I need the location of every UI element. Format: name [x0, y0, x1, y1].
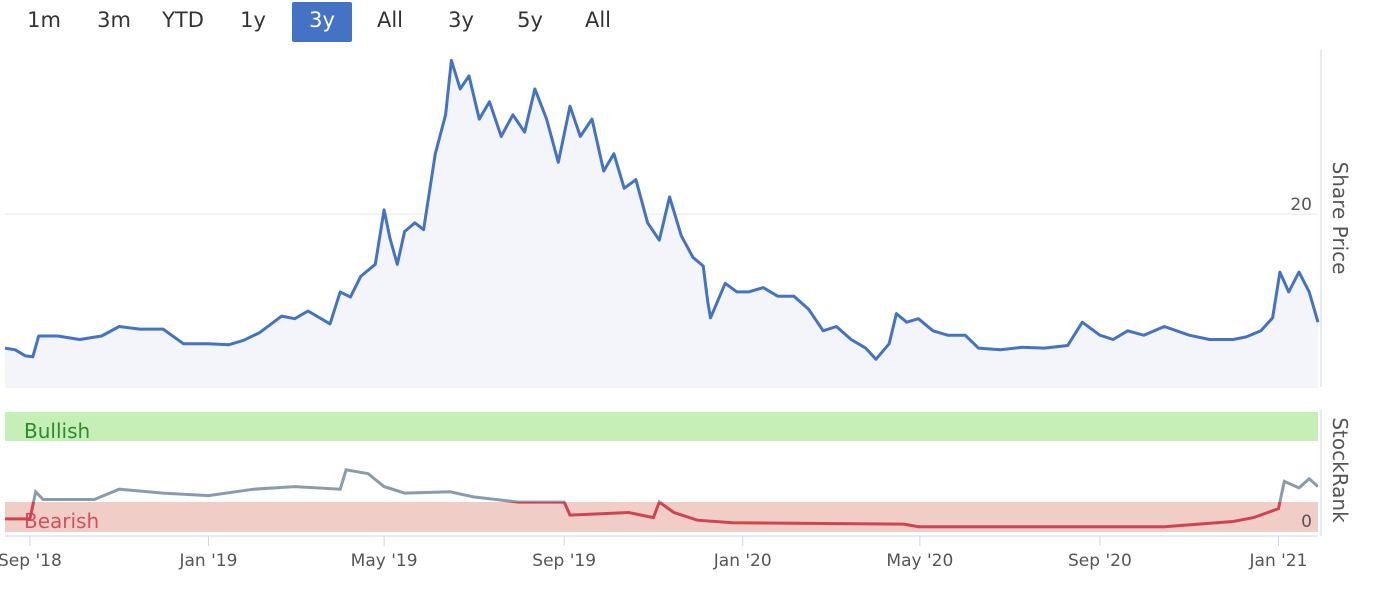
- range-button-3y-4[interactable]: 3y: [292, 2, 352, 42]
- x-tick-label: Jan '20: [713, 551, 772, 571]
- x-tick-label: Sep '19: [532, 551, 596, 571]
- zone-label-bullish: Bullish: [24, 419, 90, 443]
- range-button-all-8[interactable]: All: [584, 8, 612, 32]
- x-axis: Sep '18 Jan '19 May '19 Sep '19 Jan '20 May '…: [0, 535, 1318, 571]
- zone-label-bearish: Bearish: [24, 509, 99, 533]
- x-tick-label: Jan '19: [179, 551, 238, 571]
- range-button-3m-1[interactable]: 3m: [97, 8, 131, 32]
- x-tick-label: Sep '20: [1068, 551, 1132, 571]
- x-tick-label: Jan '21: [1249, 551, 1308, 571]
- x-tick-label: Sep '18: [0, 551, 62, 571]
- stockrank-line-above: [31, 468, 1318, 502]
- range-button-all-5[interactable]: All: [376, 8, 404, 32]
- x-tick-label: May '19: [351, 551, 418, 571]
- rank-panel: Bullish Bearish 0: [5, 410, 1322, 536]
- range-selector: 1m 3m YTD 1y 3y All 3y 5y All: [0, 0, 700, 46]
- rank-y-tick-label: 0: [1301, 512, 1312, 532]
- stockrank-axis-title: StockRank: [1328, 417, 1352, 523]
- range-button-5y-7[interactable]: 5y: [517, 8, 543, 32]
- range-button-1y-3[interactable]: 1y: [240, 8, 266, 32]
- price-panel: 020: [4, 50, 1322, 388]
- stockrank-line: [5, 502, 1282, 529]
- x-tick-label: May '20: [886, 551, 953, 571]
- range-button-3y-6[interactable]: 3y: [448, 8, 474, 32]
- share-price-line: [4, 58, 1320, 361]
- share-price-area: [5, 60, 1318, 388]
- share-price-axis-title: Share Price: [1328, 162, 1352, 275]
- zone-bullish: [5, 412, 1318, 441]
- range-button-1m-0[interactable]: 1m: [27, 8, 61, 32]
- price-y-tick-label: 20: [1290, 195, 1312, 215]
- range-button-ytd-2[interactable]: YTD: [162, 8, 204, 32]
